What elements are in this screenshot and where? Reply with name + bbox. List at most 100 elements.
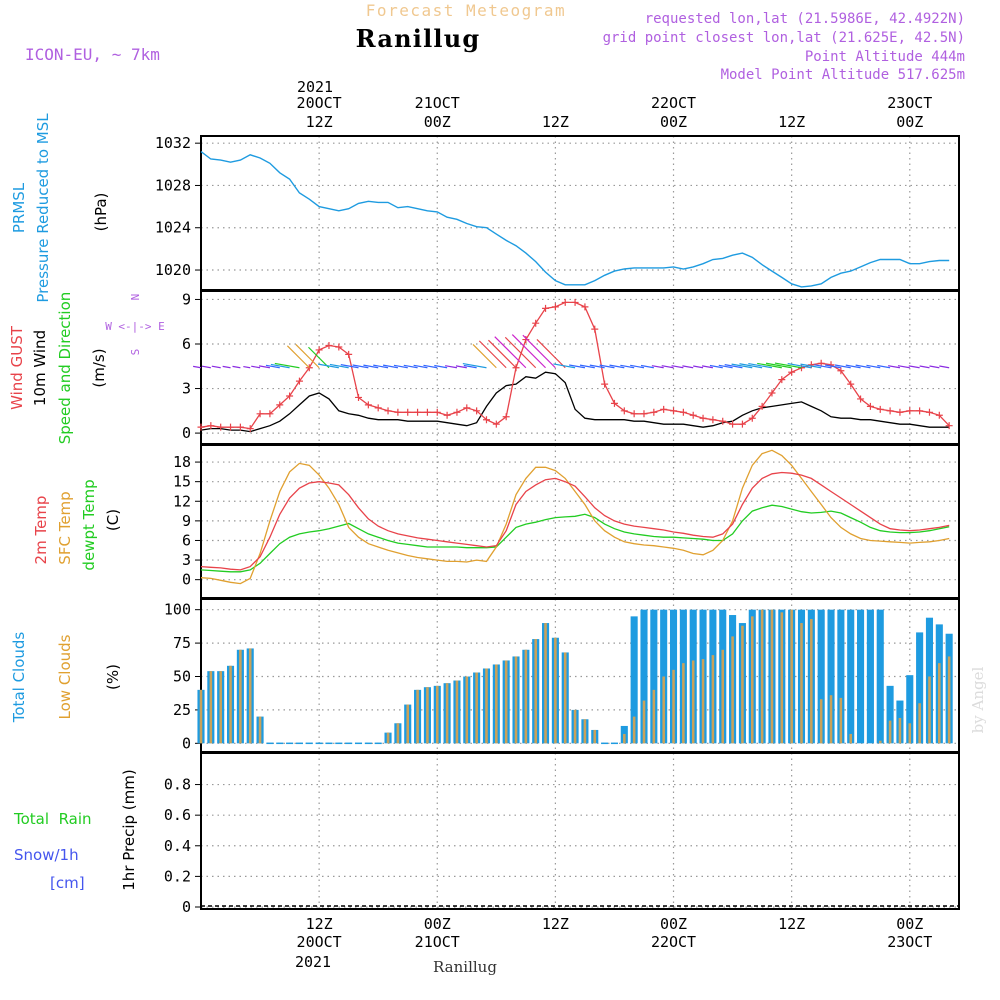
low-cloud-bar bbox=[800, 623, 803, 744]
wind-gust-marker bbox=[906, 407, 914, 415]
wind-direction-arrow bbox=[494, 336, 527, 369]
wind-direction-arrow bbox=[929, 365, 940, 369]
time-bottom-label: 22OCT bbox=[651, 933, 696, 951]
precip-label-snow: Snow/1h bbox=[14, 846, 79, 864]
wind-direction-arrow bbox=[897, 365, 910, 369]
temp-label-sfc: SFC Temp bbox=[56, 491, 74, 564]
clouds-ytick-label: 0 bbox=[182, 734, 191, 752]
wind-direction-arrow bbox=[671, 365, 684, 369]
wind-direction-arrow bbox=[536, 339, 566, 369]
wind-gust-marker bbox=[217, 423, 225, 431]
wind-direction-arrow bbox=[363, 364, 379, 369]
pressure-frame bbox=[200, 135, 960, 291]
wind-gust-marker bbox=[610, 399, 618, 407]
low-cloud-bar bbox=[386, 732, 390, 744]
wind-gust-marker bbox=[512, 364, 520, 372]
time-top-label: 00Z bbox=[424, 113, 451, 131]
wind-gust-marker bbox=[355, 393, 363, 401]
wind-gust-marker bbox=[315, 346, 323, 354]
wind-gust-marker bbox=[443, 411, 451, 419]
time-top-label: 00Z bbox=[896, 113, 923, 131]
wind-direction-arrow bbox=[877, 364, 891, 369]
temp-ytick-label: 18 bbox=[173, 453, 191, 471]
wind-label-10m: 10m Wind bbox=[31, 330, 49, 406]
temp-label-dewpt: dewpt Temp bbox=[80, 479, 98, 570]
wind-gust-marker bbox=[620, 407, 628, 415]
clouds-ytick-label: 25 bbox=[173, 701, 191, 719]
wind-direction-arrow bbox=[800, 363, 822, 369]
low-cloud-bar bbox=[947, 656, 951, 744]
time-top-label: 20OCT bbox=[297, 94, 342, 112]
low-cloud-bar bbox=[760, 609, 764, 744]
low-cloud-bar bbox=[928, 676, 931, 744]
wind-gust-marker bbox=[670, 407, 678, 415]
low-cloud-bar bbox=[544, 623, 547, 744]
wind-gust-marker bbox=[532, 319, 540, 327]
wind-direction-arrow bbox=[265, 364, 280, 369]
wind-direction-arrow bbox=[393, 364, 408, 369]
total-cloud-bar bbox=[916, 632, 924, 744]
wind-direction-arrow bbox=[825, 364, 841, 369]
low-cloud-bar bbox=[691, 660, 695, 744]
wind-direction-arrow bbox=[919, 365, 930, 369]
low-cloud-bar bbox=[878, 740, 882, 744]
wind-direction-arrow bbox=[693, 365, 704, 369]
wind-direction-arrow bbox=[866, 364, 881, 369]
low-cloud-bar bbox=[623, 733, 626, 744]
time-bottom-label: 00Z bbox=[896, 915, 923, 933]
wind-speed-line bbox=[200, 371, 950, 433]
low-cloud-bar bbox=[248, 648, 252, 744]
low-cloud-bar bbox=[199, 689, 203, 744]
low-cloud-bar bbox=[652, 689, 656, 744]
low-cloud-bar bbox=[672, 669, 675, 744]
low-cloud-bar bbox=[721, 649, 725, 744]
compass-west-east: W <-|-> E bbox=[105, 320, 165, 333]
total-cloud-bar bbox=[876, 609, 884, 744]
wind-direction-arrow bbox=[403, 364, 418, 369]
low-cloud-bar bbox=[455, 680, 459, 744]
low-cloud-bar bbox=[839, 697, 843, 744]
wind-direction-arrow bbox=[478, 340, 507, 369]
model-label: ICON-EU, ~ 7km bbox=[25, 45, 160, 64]
wind-direction-arrow bbox=[748, 362, 773, 369]
low-cloud-bar bbox=[209, 671, 213, 744]
wind-gust-marker bbox=[246, 425, 254, 433]
wind-gust-marker bbox=[522, 336, 530, 344]
low-cloud-bar bbox=[426, 687, 429, 744]
wind-direction-arrow bbox=[243, 365, 251, 369]
wind-gust-marker bbox=[325, 341, 333, 349]
total-cloud-bar bbox=[886, 685, 894, 744]
wind-direction-arrow bbox=[589, 364, 605, 369]
wind-direction-arrow bbox=[709, 364, 723, 369]
wind-gust-marker bbox=[896, 408, 904, 416]
wind-gust-marker bbox=[876, 405, 884, 413]
low-cloud-bar bbox=[888, 720, 892, 744]
wind-frame bbox=[200, 290, 960, 445]
wind-gust-marker bbox=[433, 408, 441, 416]
time-top-label: 23OCT bbox=[887, 94, 932, 112]
low-cloud-bar bbox=[416, 689, 419, 744]
low-cloud-bar bbox=[790, 609, 793, 744]
low-cloud-bar bbox=[741, 625, 744, 744]
wind-gust-marker bbox=[423, 408, 431, 416]
low-cloud-bar bbox=[406, 704, 410, 744]
total-cloud-bar bbox=[827, 609, 835, 744]
temp-unit: (C) bbox=[104, 509, 122, 531]
model-altitude: Model Point Altitude 517.625m bbox=[721, 67, 965, 83]
wind-direction-arrow bbox=[472, 343, 497, 369]
low-cloud-bar bbox=[239, 649, 242, 744]
total-cloud-bar bbox=[866, 609, 874, 744]
wind-gust-marker bbox=[236, 423, 244, 431]
time-bottom-label: 12Z bbox=[306, 915, 333, 933]
chart-subtitle: Forecast Meteogram bbox=[366, 1, 566, 20]
low-cloud-bar bbox=[583, 719, 587, 744]
low-cloud-bar bbox=[495, 664, 498, 744]
wind-unit: (m/s) bbox=[90, 348, 108, 387]
wind-direction-arrow bbox=[329, 363, 349, 369]
wind-gust-marker bbox=[738, 420, 746, 428]
time-bottom-label: 21OCT bbox=[415, 933, 460, 951]
temp-panel-labels: 2m Temp SFC Temp dewpt Temp (C) bbox=[32, 479, 122, 570]
wind-ytick-label: 0 bbox=[182, 424, 191, 442]
